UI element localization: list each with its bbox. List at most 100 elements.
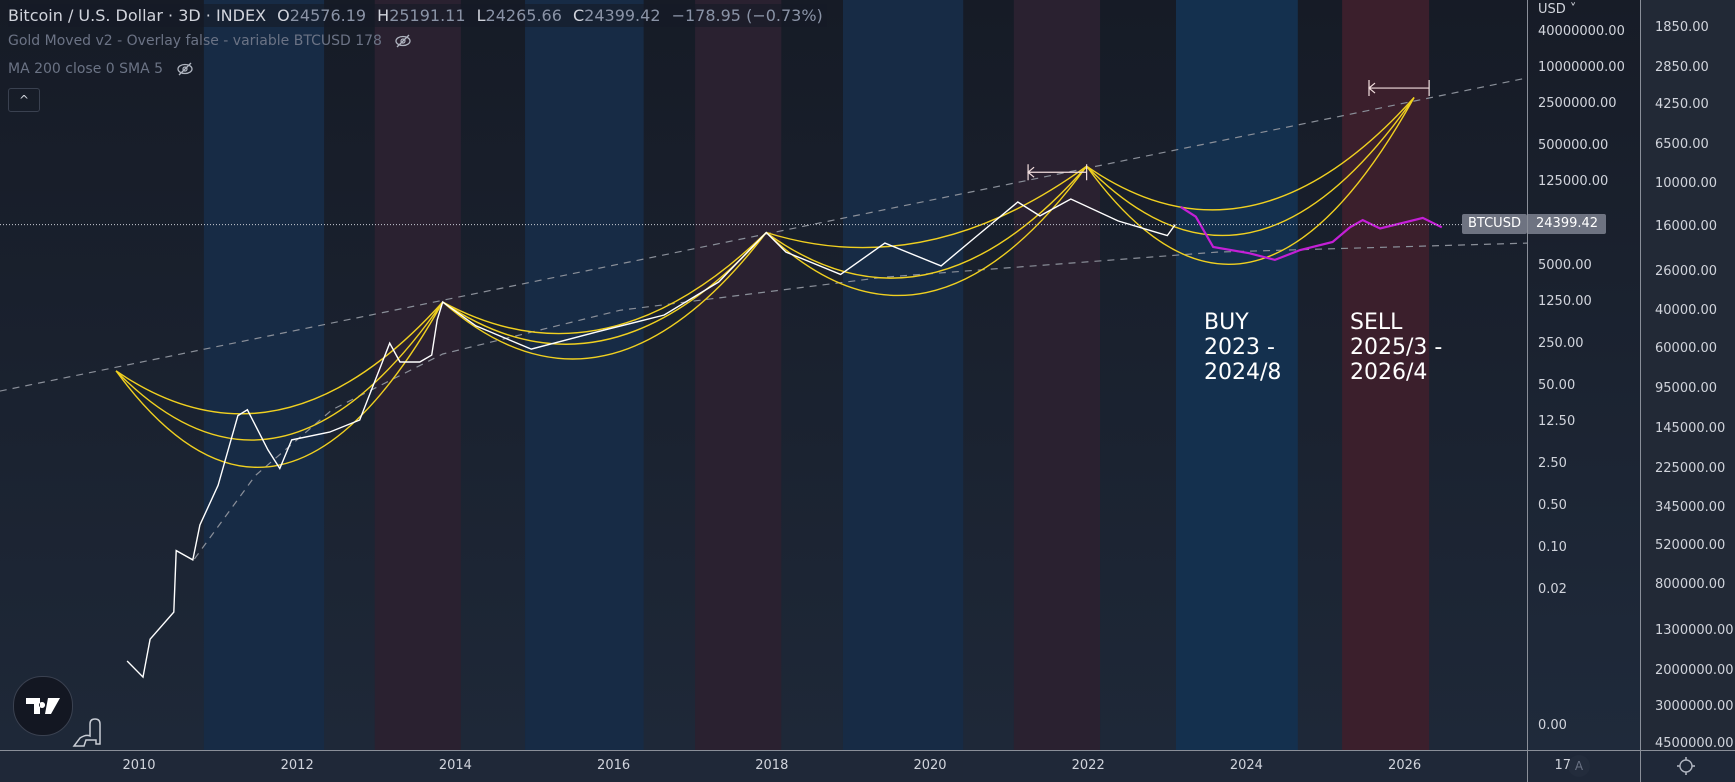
secondary-axis-label: 10000.00 [1655,176,1718,191]
currency-selector[interactable]: USD ˅ [1538,2,1577,17]
open-value: 24576.19 [289,6,367,25]
buy-annotation[interactable]: BUY 2023 - 2024/8 [1204,310,1282,385]
secondary-axis-label: 4500000.00 [1655,736,1734,751]
price-axis-label: 0.10 [1538,539,1567,555]
indicator-label: MA 200 close 0 SMA 5 [8,61,164,77]
time-axis[interactable]: 2010 2012 2014 2016 2018 2020 2022 2024 2026 17 A [0,750,1735,782]
yellow-arc [766,165,1088,249]
cycle-band-blue [842,0,964,750]
price-series-btcusd [126,198,1176,679]
gear-icon[interactable] [1676,756,1696,776]
yellow-arc [442,232,767,345]
low-value: 24265.66 [485,6,562,25]
price-chart[interactable] [0,0,1527,750]
date-range-marker [1368,80,1430,97]
yellow-arc [1086,97,1415,211]
time-axis-label: 2012 [280,758,314,773]
projection-series [1180,205,1443,262]
high-label: H [377,6,390,25]
secondary-axis-label: 1300000.00 [1655,623,1734,638]
secondary-axis-label: 6500.00 [1655,137,1709,152]
auto-scale-button[interactable]: A [1568,755,1590,777]
secondary-axis-label: 145000.00 [1655,421,1726,436]
secondary-axis-label: 40000.00 [1655,303,1718,318]
time-axis-label: 2018 [755,758,789,773]
price-axis-label: 0.50 [1538,497,1567,513]
indicator-gold-moved[interactable]: Gold Moved v2 - Overlay false - variable… [8,33,412,49]
sell-annotation[interactable]: SELL 2025/3 - 2026/4 [1350,310,1443,385]
price-axis-label: 12.50 [1538,414,1576,429]
price-axis-label: 40000000.00 [1538,23,1625,39]
yellow-arc [115,301,444,469]
price-axis-label: 125000.00 [1538,174,1609,189]
secondary-axis-label: 26000.00 [1655,264,1718,279]
secondary-price-axis[interactable]: 1850.00 2850.00 4250.00 6500.00 10000.00 1600… [1640,0,1735,751]
close-label: C [572,6,585,25]
yellow-arc [1086,97,1415,237]
cycle-band-blue [525,0,644,750]
price-axis[interactable]: USD ˅ 40000000.00 10000000.00 2500000.00 50… [1527,0,1641,750]
close-value: 24399.42 [584,6,661,25]
secondary-axis-label: 2000000.00 [1655,663,1734,678]
cycle-band-red [695,0,782,750]
yellow-arc [765,165,1088,297]
price-axis-label: 2.50 [1538,455,1567,471]
yellow-arc [442,232,767,335]
time-axis-label: 2016 [597,758,631,773]
last-price-tag: 24399.42 [1528,214,1607,234]
time-axis-label: 17 [1554,758,1572,773]
symbol-price-tag: BTCUSD [1462,214,1527,234]
cycle-band-blue [203,0,325,750]
tradingview-logo[interactable] [13,676,73,736]
low-label: L [476,6,486,25]
high-value: 25191.11 [389,6,466,25]
price-axis-label: 10000000.00 [1538,59,1625,75]
time-axis-label: 2026 [1388,758,1422,773]
secondary-axis-label: 225000.00 [1655,461,1726,476]
yellow-arc [1086,97,1415,265]
symbol-legend: Bitcoin / U.S. Dollar · 3D · INDEX O2457… [8,4,827,27]
yellow-arc [442,232,767,360]
cycle-band-buy [1176,0,1298,750]
price-axis-label: 250.00 [1538,335,1584,351]
chart-pane[interactable] [0,0,1527,750]
secondary-axis-label: 60000.00 [1655,341,1718,356]
open-label: O [277,6,290,25]
time-axis-label: 2024 [1229,758,1263,773]
secondary-axis-label: 1850.00 [1655,20,1709,35]
cycle-band-red [374,0,461,750]
symbol-title[interactable]: Bitcoin / U.S. Dollar · 3D · INDEX [8,6,267,25]
price-axis-label: 500000.00 [1538,137,1609,153]
secondary-axis-label: 800000.00 [1655,577,1726,592]
cycle-band-sell [1342,0,1430,750]
date-range-marker [1027,164,1088,181]
price-axis-label: 1250.00 [1538,294,1592,309]
time-axis-label: 2010 [122,758,156,773]
change-value: −178.95 (−0.73%) [671,6,823,25]
price-axis-label: 0.00 [1538,718,1567,733]
indicator-label: Gold Moved v2 - Overlay false - variable… [8,33,382,49]
collapse-legend-button[interactable]: ^ [8,88,40,112]
yellow-arc [115,301,444,415]
time-axis-label: 2020 [913,758,947,773]
price-axis-label: 0.02 [1538,581,1567,597]
eye-off-icon[interactable] [394,34,412,48]
price-axis-label: 50.00 [1538,377,1576,393]
secondary-axis-label: 95000.00 [1655,381,1718,396]
eye-off-icon[interactable] [176,62,194,76]
yellow-arc [765,165,1088,279]
cycle-band-red [1013,0,1101,750]
indicator-ma[interactable]: MA 200 close 0 SMA 5 [8,61,194,77]
price-axis-label: 2500000.00 [1538,95,1617,111]
secondary-axis-label: 2850.00 [1655,60,1709,75]
secondary-axis-label: 16000.00 [1655,219,1718,234]
secondary-axis-label: 4250.00 [1655,97,1709,112]
secondary-axis-label: 345000.00 [1655,500,1726,515]
dinosaur-icon[interactable] [72,716,102,748]
time-axis-label: 2022 [1071,758,1105,773]
time-axis-label: 2014 [438,758,472,773]
secondary-axis-label: 520000.00 [1655,538,1726,553]
secondary-axis-label: 3000000.00 [1655,699,1734,714]
tradingview-logo-icon [26,698,60,714]
price-axis-label: 5000.00 [1538,257,1592,273]
